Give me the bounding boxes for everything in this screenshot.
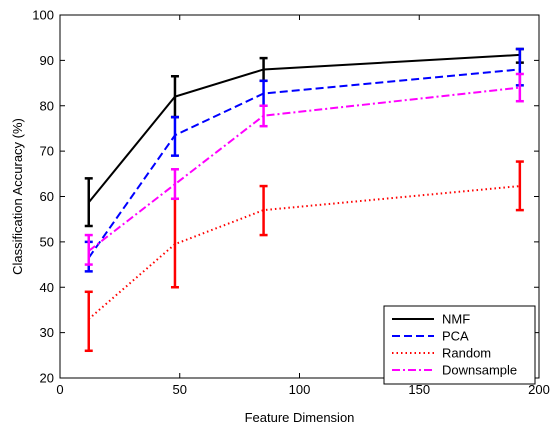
y-tick-label: 90 (40, 53, 54, 68)
x-tick-label: 0 (56, 382, 63, 397)
y-tick-label: 40 (40, 280, 54, 295)
y-tick-label: 30 (40, 325, 54, 340)
y-axis-label: Classification Accuracy (%) (10, 118, 25, 275)
x-axis-label: Feature Dimension (245, 410, 355, 425)
y-tick-label: 70 (40, 144, 54, 159)
x-tick-label: 100 (289, 382, 311, 397)
y-tick-label: 50 (40, 234, 54, 249)
y-tick-label: 60 (40, 189, 54, 204)
legend-label-downsample: Downsample (442, 363, 517, 378)
legend: NMF PCA Random Downsample (384, 306, 535, 384)
legend-label-nmf: NMF (442, 312, 470, 327)
legend-label-pca: PCA (442, 329, 469, 344)
y-tick-label: 100 (32, 8, 54, 23)
y-tick-label: 80 (40, 98, 54, 113)
legend-label-random: Random (442, 346, 491, 361)
x-tick-label: 50 (173, 382, 187, 397)
y-tick-label: 20 (40, 371, 54, 386)
